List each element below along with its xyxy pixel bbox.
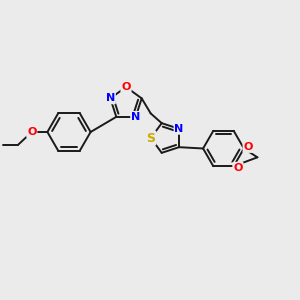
Text: N: N (106, 93, 115, 103)
Text: O: O (243, 142, 253, 152)
Text: N: N (131, 112, 140, 122)
Text: S: S (146, 131, 155, 145)
Text: N: N (175, 124, 184, 134)
Text: O: O (121, 82, 131, 92)
Text: O: O (233, 163, 243, 173)
Text: O: O (27, 127, 37, 137)
